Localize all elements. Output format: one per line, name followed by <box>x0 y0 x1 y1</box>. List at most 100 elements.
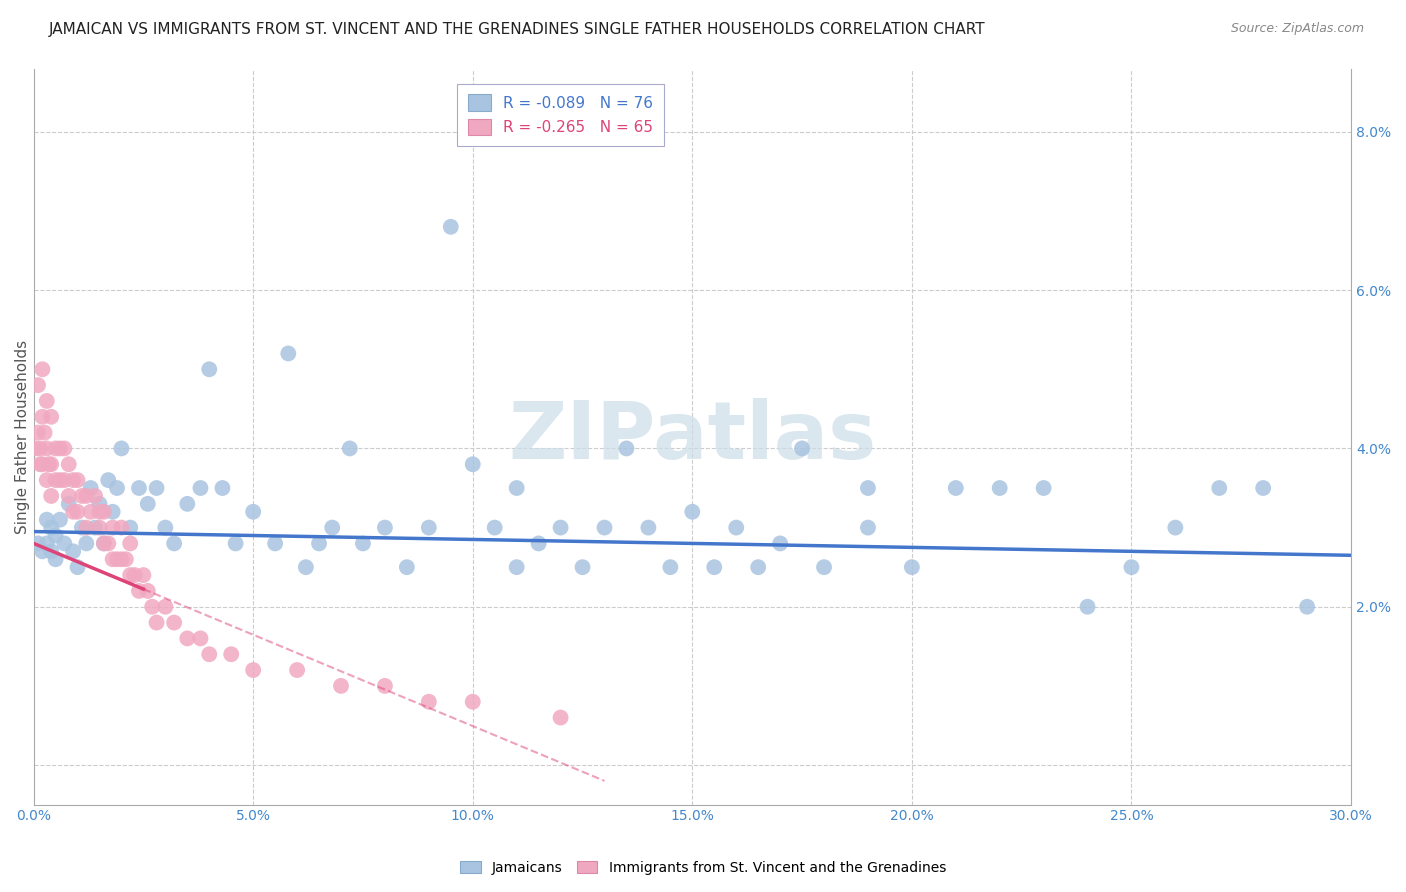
Point <box>339 442 361 456</box>
Point <box>80 481 103 495</box>
Point <box>1208 481 1230 495</box>
Point <box>66 505 89 519</box>
Point <box>75 489 97 503</box>
Point <box>155 599 177 614</box>
Point <box>53 473 76 487</box>
Point <box>945 481 967 495</box>
Text: ZIPatlas: ZIPatlas <box>508 398 876 475</box>
Point <box>35 536 58 550</box>
Point <box>84 489 107 503</box>
Point <box>105 481 128 495</box>
Point <box>769 536 792 550</box>
Point <box>374 679 396 693</box>
Point <box>176 497 198 511</box>
Point <box>31 457 53 471</box>
Point <box>725 520 748 534</box>
Point <box>39 489 62 503</box>
Point <box>124 568 146 582</box>
Point <box>66 560 89 574</box>
Point <box>58 489 80 503</box>
Point <box>790 442 813 456</box>
Text: Source: ZipAtlas.com: Source: ZipAtlas.com <box>1230 22 1364 36</box>
Point <box>35 442 58 456</box>
Point <box>93 536 115 550</box>
Point <box>110 552 132 566</box>
Point <box>616 442 638 456</box>
Point <box>225 536 247 550</box>
Point <box>62 544 84 558</box>
Point <box>27 536 49 550</box>
Point <box>120 520 142 534</box>
Point <box>145 481 167 495</box>
Point <box>89 497 111 511</box>
Point <box>295 560 318 574</box>
Point <box>198 362 221 376</box>
Point <box>145 615 167 630</box>
Point <box>163 536 186 550</box>
Point <box>136 497 159 511</box>
Point <box>163 615 186 630</box>
Point <box>62 473 84 487</box>
Point <box>198 647 221 661</box>
Point <box>418 520 440 534</box>
Point <box>1032 481 1054 495</box>
Point <box>703 560 725 574</box>
Point <box>374 520 396 534</box>
Point <box>242 505 264 519</box>
Point <box>66 473 89 487</box>
Point <box>550 520 572 534</box>
Point <box>856 520 879 534</box>
Point <box>484 520 506 534</box>
Point <box>53 536 76 550</box>
Point <box>747 560 769 574</box>
Point <box>176 632 198 646</box>
Point <box>58 497 80 511</box>
Point <box>461 457 484 471</box>
Point <box>80 505 103 519</box>
Point <box>75 536 97 550</box>
Point <box>190 481 212 495</box>
Point <box>35 513 58 527</box>
Point <box>30 457 52 471</box>
Point <box>24 442 46 456</box>
Point <box>1121 560 1143 574</box>
Y-axis label: Single Father Households: Single Father Households <box>15 340 30 533</box>
Point <box>264 536 287 550</box>
Point <box>330 679 353 693</box>
Point <box>308 536 330 550</box>
Point <box>45 552 67 566</box>
Point <box>105 552 128 566</box>
Point <box>97 536 120 550</box>
Point <box>136 583 159 598</box>
Point <box>75 520 97 534</box>
Point <box>132 568 155 582</box>
Point <box>101 505 124 519</box>
Point <box>45 528 67 542</box>
Point <box>1296 599 1319 614</box>
Point <box>461 695 484 709</box>
Point <box>190 632 212 646</box>
Point <box>35 473 58 487</box>
Point <box>45 473 67 487</box>
Point <box>395 560 418 574</box>
Point <box>93 505 115 519</box>
Point <box>110 520 132 534</box>
Point <box>505 560 527 574</box>
Point <box>1251 481 1274 495</box>
Point <box>128 481 150 495</box>
Point <box>89 505 111 519</box>
Point <box>31 409 53 424</box>
Point <box>527 536 550 550</box>
Point <box>101 552 124 566</box>
Point <box>58 457 80 471</box>
Point <box>988 481 1011 495</box>
Point <box>89 520 111 534</box>
Point <box>211 481 233 495</box>
Point <box>1164 520 1187 534</box>
Point <box>593 520 616 534</box>
Point <box>38 457 60 471</box>
Point <box>101 520 124 534</box>
Point <box>27 425 49 440</box>
Legend: R = -0.089   N = 76, R = -0.265   N = 65: R = -0.089 N = 76, R = -0.265 N = 65 <box>457 84 664 146</box>
Point <box>440 219 463 234</box>
